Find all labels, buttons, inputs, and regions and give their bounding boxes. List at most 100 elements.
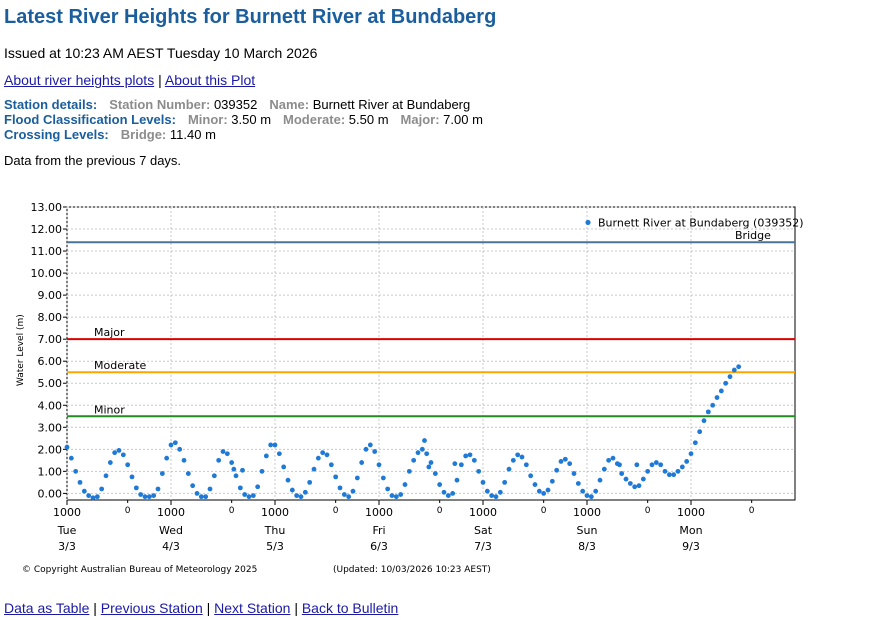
data-point xyxy=(675,468,681,474)
data-point xyxy=(73,468,79,474)
data-point xyxy=(263,453,269,459)
data-point xyxy=(634,462,640,468)
data-point xyxy=(211,473,217,479)
x-tick-day-label: Thu xyxy=(264,524,286,537)
data-point xyxy=(367,442,373,448)
data-point xyxy=(385,486,391,492)
data-point xyxy=(107,460,113,465)
y-tick-label: 0.00 xyxy=(38,487,63,500)
data-point xyxy=(389,493,395,498)
data-point xyxy=(645,468,651,474)
data-point xyxy=(493,494,499,500)
previous-station-link[interactable]: Previous Station xyxy=(100,600,203,616)
data-point xyxy=(320,450,326,456)
data-point xyxy=(731,367,737,373)
data-point xyxy=(268,442,274,448)
data-point xyxy=(454,477,460,483)
data-point xyxy=(523,462,529,468)
data-point xyxy=(619,471,625,476)
data-point xyxy=(276,451,282,457)
data-point xyxy=(398,492,404,497)
data-point xyxy=(476,468,482,474)
data-point xyxy=(289,487,295,493)
info-links: About river heights plots | About this P… xyxy=(4,72,255,88)
data-point xyxy=(549,478,555,484)
data-point xyxy=(411,457,417,463)
data-point xyxy=(697,429,703,435)
about-plots-link[interactable]: About river heights plots xyxy=(4,72,155,88)
y-tick-label: 8.00 xyxy=(38,311,63,324)
data-point xyxy=(285,477,291,483)
data-point xyxy=(146,494,152,500)
threshold-label-major: Major xyxy=(94,326,125,339)
x-tick-day-label: Wed xyxy=(159,524,183,537)
data-point xyxy=(567,461,573,467)
data-point xyxy=(515,452,521,458)
data-point xyxy=(480,479,486,485)
data-point xyxy=(718,388,724,394)
data-point xyxy=(341,492,347,497)
station-name: Burnett River at Bundaberg xyxy=(312,97,471,112)
data-point xyxy=(237,485,243,491)
data-point xyxy=(190,483,196,489)
y-tick-label: 4.00 xyxy=(38,399,63,412)
data-point xyxy=(77,479,83,485)
about-this-plot-link[interactable]: About this Plot xyxy=(164,72,256,88)
data-point xyxy=(632,484,638,490)
y-tick-label: 12.00 xyxy=(31,223,63,236)
minor-label: Minor: xyxy=(187,112,228,127)
x-tick-date-label: 4/3 xyxy=(162,540,180,553)
data-point xyxy=(528,473,534,479)
data-point xyxy=(463,453,469,459)
footer-links: Data as Table | Previous Station | Next … xyxy=(4,600,398,616)
back-to-bulletin-link[interactable]: Back to Bulletin xyxy=(301,600,399,616)
data-point xyxy=(584,493,590,498)
data-point xyxy=(350,488,356,494)
next-station-link[interactable]: Next Station xyxy=(214,600,291,616)
data-point xyxy=(90,495,96,501)
data-point xyxy=(302,489,308,495)
x-tick-date-label: 8/3 xyxy=(578,540,596,553)
data-point xyxy=(94,494,100,500)
data-point xyxy=(231,466,237,472)
data-point xyxy=(333,474,339,480)
data-point xyxy=(337,485,343,491)
major-value: 7.00 m xyxy=(443,112,483,127)
data-as-table-link[interactable]: Data as Table xyxy=(4,600,90,616)
x-minor-tick-label: 0 xyxy=(125,506,131,516)
x-minor-tick-label: 0 xyxy=(749,506,755,516)
data-point xyxy=(346,494,352,500)
x-tick-date-label: 5/3 xyxy=(266,540,284,553)
data-point xyxy=(198,494,204,500)
data-point xyxy=(81,488,87,494)
data-point xyxy=(593,488,599,494)
data-point xyxy=(376,462,382,468)
data-point xyxy=(640,476,646,482)
x-tick-day-label: Tue xyxy=(57,524,77,537)
major-label: Major: xyxy=(400,112,440,127)
data-point xyxy=(450,490,456,496)
data-point xyxy=(172,440,178,446)
data-point xyxy=(502,479,508,485)
data-point xyxy=(441,489,447,495)
x-tick-time-label: 1000 xyxy=(53,506,81,519)
data-point xyxy=(623,476,629,482)
x-minor-tick-label: 0 xyxy=(437,506,443,516)
data-point xyxy=(233,473,239,479)
data-point xyxy=(194,490,200,496)
data-point xyxy=(181,457,187,463)
data-point xyxy=(666,472,672,478)
data-point xyxy=(489,493,495,498)
data-point xyxy=(354,475,360,481)
data-point xyxy=(242,492,248,497)
issued-text: Issued at 10:23 AM AEST Tuesday 10 March… xyxy=(4,45,318,61)
data-point xyxy=(575,481,581,486)
data-point xyxy=(571,471,577,476)
data-point xyxy=(311,466,317,472)
crossing-row: Crossing Levels: Bridge: 11.40 m xyxy=(4,127,483,142)
data-point xyxy=(216,457,222,463)
legend-label: Burnett River at Bundaberg (039352) xyxy=(598,216,804,229)
data-point xyxy=(452,461,458,467)
data-point xyxy=(125,462,131,468)
data-point xyxy=(588,494,594,500)
